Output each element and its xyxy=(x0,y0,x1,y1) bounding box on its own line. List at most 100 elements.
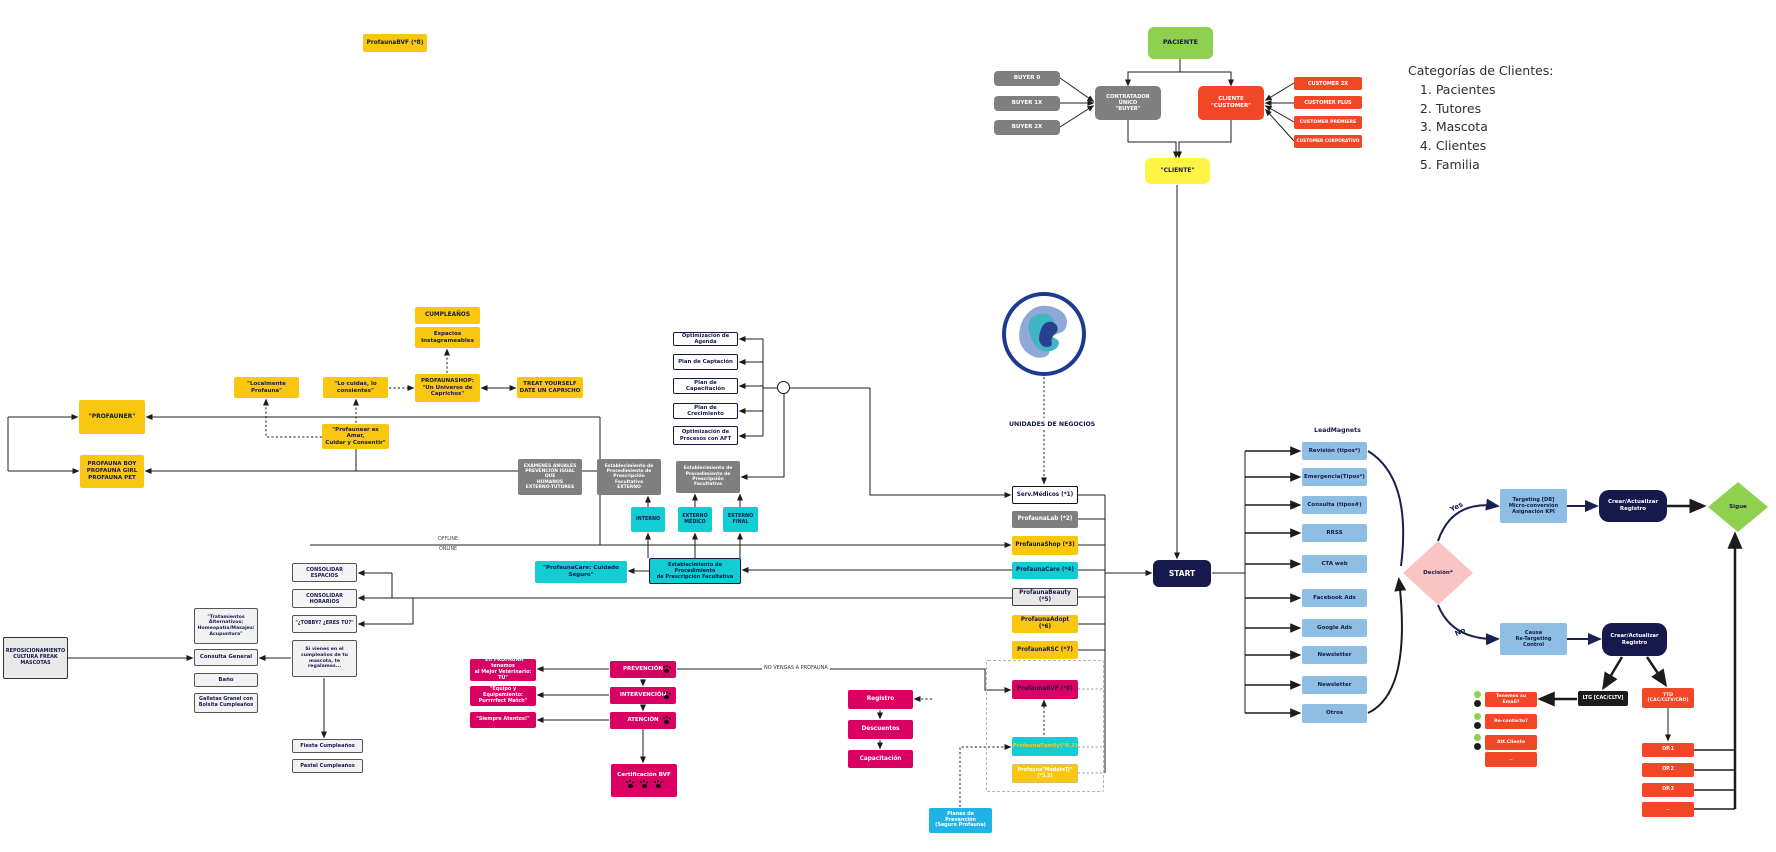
certificacion-bvf[interactable]: Certificación BVF xyxy=(611,764,677,797)
examenes-anuales[interactable]: EXÁMENES ANUALES PREVENCIÓN IGUAL QUE HU… xyxy=(518,459,582,495)
paciente[interactable]: PACIENTE xyxy=(1148,27,1213,59)
tenemos-su-email[interactable]: Tenemos su Email? xyxy=(1485,692,1537,707)
profaunacare-item[interactable]: ProfaunaCare (*4) xyxy=(1012,562,1078,579)
causa-retargeting[interactable]: Causa Re-Targeting Control xyxy=(1500,623,1567,655)
optimizacion-procesos-aft[interactable]: Optimización de Procesos con AFT xyxy=(673,426,738,445)
profaunabeauty-item[interactable]: ProfaunaBeauty (*5) xyxy=(1012,588,1078,606)
profaunashop-item[interactable]: ProfaunaShop (*3) xyxy=(1012,536,1078,555)
targeting-db[interactable]: Targeting [DB] Micro-conversión Asignaci… xyxy=(1500,489,1567,523)
customer-premiere[interactable]: CUSTOMER PREMIERE xyxy=(1294,116,1362,129)
establecimiento-prescripcion-externo[interactable]: Establecimiento de Procedimiento de Pres… xyxy=(597,459,661,495)
bano[interactable]: Baño xyxy=(194,673,258,687)
en-profauna-mejor-veterinario[interactable]: "En PROFAUNA tenemos al Mejor Veterinari… xyxy=(470,657,536,681)
ttd-cac-cltv-cro[interactable]: TTD [CAC/CLTV/CRO] xyxy=(1642,688,1694,708)
customer-plus[interactable]: CUSTOMER PLUS xyxy=(1294,96,1362,109)
profaunacare-cuidado-seguro[interactable]: "ProfaunaCare: Cuidado Seguro" xyxy=(535,561,627,583)
lm-emergencia-label: Emergencia(Tipos*) xyxy=(1304,473,1365,480)
lo-cuidas-lo-consientes[interactable]: "Lo cuidas, lo consientes" xyxy=(323,377,388,398)
plan-captacion[interactable]: Plan de Captación xyxy=(673,354,738,370)
lm-consulta[interactable]: Consulta (tipos#) xyxy=(1302,496,1367,514)
profauna-madeintj-item[interactable]: Profauna"MadeInTJ"(*3.2) xyxy=(1012,764,1078,783)
externo-final[interactable]: EXTERNO FINAL xyxy=(723,507,758,532)
profaunafamily-item-label: ProfaunaFamily(*8.2) xyxy=(1012,743,1078,750)
buyer-1x[interactable]: BUYER 1X xyxy=(994,96,1060,111)
lm-newsletter-1-label: Newsletter xyxy=(1317,651,1352,658)
profauner[interactable]: "PROFAUNER" xyxy=(79,400,145,434)
consolidar-espacios[interactable]: CONSOLIDAR ESPACIOS xyxy=(292,563,357,582)
op-2[interactable]: OP.2 xyxy=(1642,763,1694,777)
profauna-logo[interactable] xyxy=(1002,292,1086,376)
att-cliente[interactable]: Att.Cliente xyxy=(1485,735,1537,750)
buyer-0[interactable]: BUYER 0 xyxy=(994,71,1060,86)
optimizacion-agenda[interactable]: Optimización de Agenda xyxy=(673,332,738,346)
status-dot-black-3 xyxy=(1474,743,1481,750)
lm-emergencia[interactable]: Emergencia(Tipos*) xyxy=(1302,468,1367,486)
atencion[interactable]: ATENCIÓN xyxy=(610,712,676,729)
siempre-atentos[interactable]: "Siempre Atentos!" xyxy=(470,712,536,728)
op-etc[interactable]: .. xyxy=(1642,802,1694,817)
prevencion[interactable]: PREVENCIÓN xyxy=(610,661,676,678)
crear-actualizar-registro-bottom[interactable]: Crear/Actualizar Registro xyxy=(1602,623,1667,656)
start[interactable]: START xyxy=(1153,560,1211,587)
consolidar-horarios[interactable]: CONSOLIDAR HORARIOS xyxy=(292,589,357,608)
reposicionamiento-cultura-freak[interactable]: REPOSICIONAMIENTO CULTURA FREAK MASCOTAS xyxy=(3,637,68,679)
interno[interactable]: INTERNO xyxy=(631,507,665,532)
descuentos[interactable]: Descuentos xyxy=(848,720,913,739)
lm-facebook-ads[interactable]: Facebook Ads xyxy=(1302,589,1367,607)
galletas-granel[interactable]: Galletas Granel con Bolsita Cumpleaños xyxy=(194,693,258,713)
buyer-2x[interactable]: BUYER 2X xyxy=(994,120,1060,135)
consulta-general[interactable]: Consulta General xyxy=(194,649,258,666)
crear-actualizar-registro-top[interactable]: Crear/Actualizar Registro xyxy=(1599,490,1667,522)
profaunashop-universo[interactable]: PROFAUNASHOP: "Un Universo de Caprichos" xyxy=(415,374,480,402)
lm-newsletter-1[interactable]: Newsletter xyxy=(1302,646,1367,664)
profaunafamily-item[interactable]: ProfaunaFamily(*8.2) xyxy=(1012,737,1078,756)
lm-rrss[interactable]: RRSS xyxy=(1302,524,1367,542)
lm-newsletter-2-label: Newsletter xyxy=(1317,681,1352,688)
contratador-unico[interactable]: CONTRATADOR ÚNICO "BUYER" xyxy=(1095,86,1161,120)
op-3[interactable]: OP.3 xyxy=(1642,783,1694,797)
treat-yourself[interactable]: TREAT YOURSELF DATE UN CAPRICHO xyxy=(517,377,583,398)
profauna-boy-girl-pet[interactable]: PROFAUNA BOY PROFAUNA GIRL PROFAUNA PET xyxy=(80,455,144,488)
re-contacto[interactable]: Re-contacto? xyxy=(1485,714,1537,729)
establecimiento-prescripcion[interactable]: Establecimiento de Procedimiento de Pres… xyxy=(676,461,740,493)
tobby-eres-tu[interactable]: "¿TOBBY? ¿ERES TÚ?" xyxy=(292,615,357,633)
si-vienes-cumpleanos[interactable]: Si vienes en el cumpleaños de tu mascota… xyxy=(292,640,357,677)
capacitacion[interactable]: Capacitación xyxy=(848,750,913,768)
profaunear-es-amar[interactable]: "Profaunear es Amar, Cuidar y Consentir" xyxy=(322,424,389,449)
planes-prevencion-seguro[interactable]: Planes de Prevención (Seguro Profauna) xyxy=(929,808,992,833)
serv-medicos[interactable]: Serv.Médicos (*1) xyxy=(1012,486,1078,504)
lm-revision[interactable]: Revisión (tipos*) xyxy=(1302,442,1367,460)
profaunalab-item[interactable]: ProfaunaLab (*2) xyxy=(1012,511,1078,528)
fiesta-cumpleanos[interactable]: Fiesta Cumpleaños xyxy=(292,739,363,753)
externo-medico[interactable]: EXTERNO MÉDICO xyxy=(678,507,712,532)
intervencion[interactable]: INTERVENCIÓN xyxy=(610,687,676,704)
lm-otros[interactable]: Otros xyxy=(1302,704,1367,723)
pastel-cumpleanos[interactable]: Pastel Cumpleaños xyxy=(292,759,363,773)
plan-capacitacion[interactable]: Plan de Capacitación xyxy=(673,378,738,394)
profaunabvf-item[interactable]: ProfaunaBVF (*8) xyxy=(1012,680,1078,699)
cumpleanos[interactable]: CUMPLEAÑOS xyxy=(415,307,480,324)
customer-2x[interactable]: CUSTOMER 2X xyxy=(1294,77,1362,90)
cliente-customer[interactable]: CLIENTE "CUSTOMER" xyxy=(1198,86,1264,120)
profauna-bvf-top[interactable]: ProfaunaBVF (*8) xyxy=(363,34,427,52)
establecimiento-prescripcion-teal[interactable]: Establecimiento de Procedimiento de Pres… xyxy=(649,558,741,584)
tratamientos-alternativos[interactable]: "Tratamientos Alternativos: Homeopatía/M… xyxy=(194,608,258,644)
lm-cta-web[interactable]: CTA web xyxy=(1302,555,1367,573)
customer-corporativo[interactable]: CUSTOMER CORPORATIVO xyxy=(1294,135,1362,148)
registro[interactable]: Registro xyxy=(848,690,913,709)
profaunarsc-item[interactable]: ProfaunaRSC (*7) xyxy=(1012,641,1078,659)
lm-google-ads[interactable]: Google Ads xyxy=(1302,619,1367,637)
localmente-profauna[interactable]: "Localmente Profauna" xyxy=(234,377,299,398)
etc-option[interactable]: .. xyxy=(1485,752,1537,767)
profaunaadopt-item[interactable]: ProfaunaAdopt (*6) xyxy=(1012,615,1078,633)
profaunalab-item-label: ProfaunaLab (*2) xyxy=(1017,516,1073,523)
plan-crecimiento[interactable]: Plan de Crecimiento xyxy=(673,403,738,419)
lm-newsletter-2[interactable]: Newsletter xyxy=(1302,676,1367,694)
op-1[interactable]: OP.1 xyxy=(1642,743,1694,757)
equipo-equipamiento[interactable]: "Equipo y Equipamiento: Purrrrfect Match… xyxy=(470,686,536,706)
cliente-quoted[interactable]: "CLIENTE" xyxy=(1145,158,1210,184)
espacios-instagrameables[interactable]: Espacios Instagrameables xyxy=(415,327,480,348)
status-dot-green-3 xyxy=(1474,734,1481,741)
ltg-cac-cltv[interactable]: LTG [CAC/CLTV] xyxy=(1578,691,1628,706)
